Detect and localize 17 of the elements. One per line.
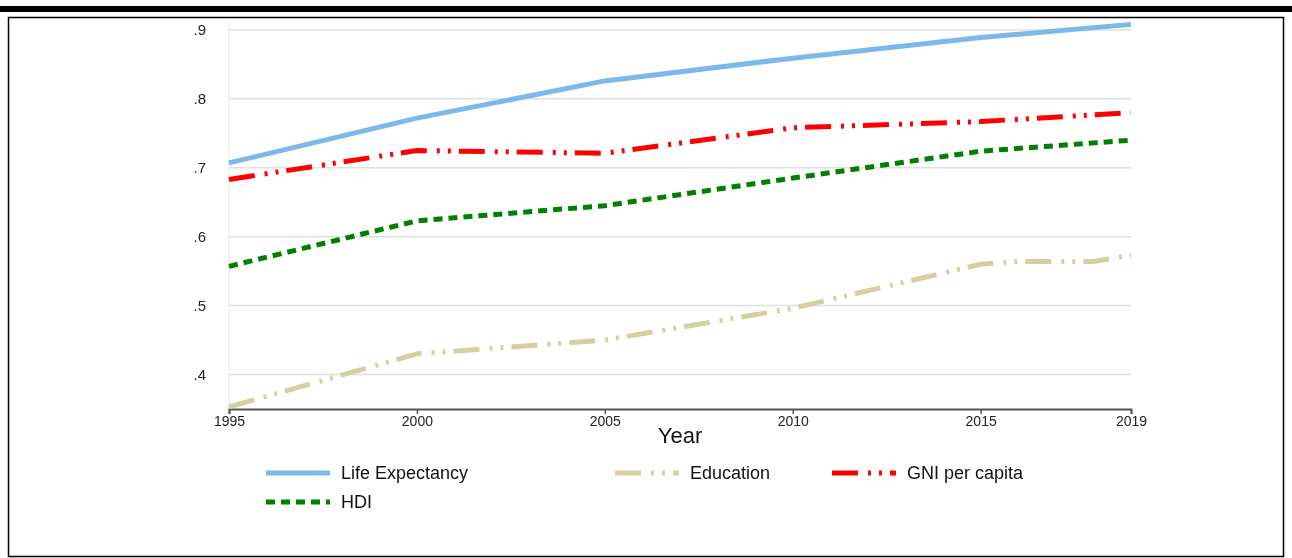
x-tick-label: 1995 [213,412,246,429]
y-tick-label: .9 [193,21,206,39]
y-tick-label: .5 [193,296,206,314]
x-tick-label: 2005 [589,412,622,429]
y-tick-label: .4 [193,365,206,383]
x-tick-label: 2015 [965,412,997,429]
legend-label: Life Expectancy [341,463,469,483]
x-axis-title: Year [657,423,703,448]
x-tick-label: 2010 [777,412,810,429]
legend-label: HDI [341,492,372,512]
y-tick-label: .7 [193,159,206,177]
legend-label: GNI per capita [907,463,1025,483]
y-tick-label: .8 [193,90,206,108]
y-tick-label: .6 [193,227,206,245]
x-tick-label: 2019 [1115,412,1148,429]
legend-label: Education [690,463,771,483]
x-tick-label: 2000 [401,412,434,429]
